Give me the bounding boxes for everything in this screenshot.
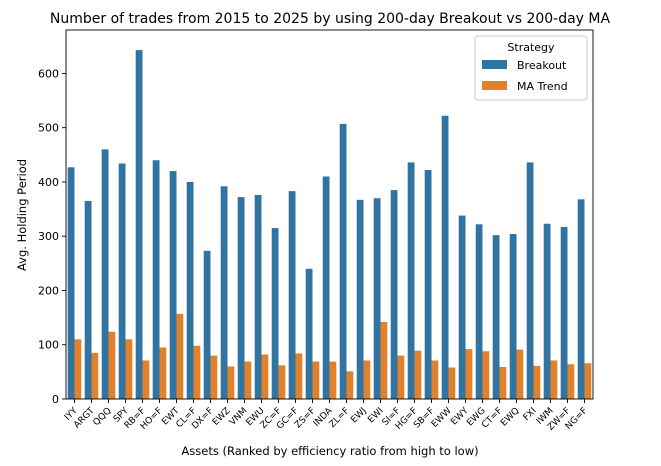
- x-tick-label: EWZ: [211, 406, 233, 428]
- bar-breakout-ewu: [254, 194, 262, 399]
- y-axis: 0 100 200 300 400 500 600: [38, 67, 66, 406]
- bar-breakout-ewy: [458, 215, 466, 399]
- bar-breakout-argt: [84, 200, 92, 399]
- legend-label-breakout: Breakout: [517, 59, 567, 72]
- bar-breakout-ewg: [475, 224, 483, 399]
- bar-ma-trend-si-f: [397, 355, 405, 399]
- bar-ma-trend-spy: [125, 339, 133, 399]
- bar-ma-trend-zw-f: [567, 364, 575, 399]
- bars: [67, 50, 592, 400]
- bar-breakout-ewi: [373, 198, 381, 399]
- y-tick-label: 400: [38, 176, 59, 189]
- bar-breakout-si-f: [390, 190, 398, 399]
- bar-ma-trend-zc-f: [278, 365, 286, 399]
- legend-swatch-ma-trend: [482, 81, 507, 90]
- y-tick-label: 0: [52, 393, 59, 406]
- bar-breakout-gc-f: [288, 191, 296, 399]
- bar-breakout-spy: [118, 163, 126, 399]
- bar-breakout-iyy: [67, 167, 75, 399]
- bar-breakout-ewj: [356, 199, 364, 399]
- bar-breakout-zc-f: [271, 228, 279, 399]
- bar-breakout-vnm: [237, 197, 245, 399]
- x-tick-label: EWW: [430, 406, 454, 430]
- bar-ma-trend-cl-f: [193, 345, 201, 399]
- chart-title: Number of trades from 2015 to 2025 by us…: [50, 11, 611, 27]
- bar-breakout-ewt: [169, 171, 177, 399]
- x-tick-label: EWJ: [349, 406, 368, 425]
- bar-breakout-zs-f: [305, 268, 313, 399]
- x-axis: IYYARGTQQQSPYRB=FHO=FEWTCL=FDX=FEWZVNMEW…: [63, 399, 590, 433]
- y-tick-label: 200: [38, 284, 59, 297]
- bar-ma-trend-zl-f: [346, 371, 354, 399]
- bar-breakout-sb-f: [424, 170, 432, 399]
- bar-ma-trend-ewt: [176, 313, 184, 399]
- bar-ma-trend-gc-f: [295, 353, 303, 399]
- bar-breakout-ho-f: [152, 160, 160, 399]
- x-tick-label: QQQ: [92, 406, 114, 428]
- bar-breakout-ng-f: [577, 199, 585, 399]
- legend-title: Strategy: [507, 41, 555, 54]
- bar-ma-trend-ewz: [227, 366, 235, 399]
- x-axis-label: Assets (Ranked by efficiency ratio from …: [181, 444, 478, 458]
- bar-breakout-inda: [322, 176, 330, 399]
- bar-ma-trend-ct-f: [499, 366, 507, 399]
- bar-breakout-zw-f: [560, 226, 568, 399]
- x-tick-label: ZL=F: [328, 406, 352, 430]
- bar-ma-trend-ewg: [482, 351, 490, 399]
- bar-ma-trend-qqq: [108, 331, 116, 399]
- bar-ma-trend-eww: [448, 367, 456, 399]
- y-tick-label: 300: [38, 230, 59, 243]
- bar-ma-trend-ewq: [516, 349, 524, 399]
- bar-ma-trend-ewi: [380, 321, 388, 399]
- bar-breakout-ewq: [509, 234, 517, 399]
- bar-ma-trend-hg-f: [414, 350, 422, 399]
- bar-ma-trend-ewy: [465, 349, 473, 399]
- legend: Strategy Breakout MA Trend: [474, 35, 588, 101]
- bar-breakout-eww: [441, 115, 449, 400]
- bar-breakout-dx-f: [203, 250, 211, 399]
- bar-breakout-qqq: [101, 149, 109, 399]
- bar-breakout-rb-f: [135, 50, 143, 399]
- bar-ma-trend-argt: [91, 352, 99, 400]
- bar-breakout-ewz: [220, 186, 228, 399]
- x-tick-label: VNM: [228, 406, 250, 428]
- bar-ma-trend-fxi: [533, 365, 541, 399]
- bar-ma-trend-iyy: [74, 339, 82, 399]
- bar-breakout-hg-f: [407, 162, 415, 399]
- bar-breakout-cl-f: [186, 181, 194, 399]
- y-tick-label: 600: [38, 67, 59, 80]
- bar-ma-trend-iwm: [550, 360, 558, 399]
- legend-label-ma-trend: MA Trend: [517, 80, 568, 93]
- bar-ma-trend-ewu: [261, 354, 269, 399]
- bar-ma-trend-inda: [329, 361, 337, 399]
- bar-ma-trend-rb-f: [142, 360, 150, 399]
- bar-ma-trend-sb-f: [431, 360, 439, 399]
- bar-ma-trend-vnm: [244, 361, 252, 399]
- y-tick-label: 500: [38, 122, 59, 135]
- bar-ma-trend-ho-f: [159, 347, 167, 399]
- bar-ma-trend-dx-f: [210, 355, 218, 399]
- bar-ma-trend-zs-f: [312, 361, 320, 399]
- bar-breakout-ct-f: [492, 235, 500, 399]
- y-axis-label: Avg. Holding Period: [15, 159, 29, 271]
- bar-breakout-iwm: [543, 223, 551, 399]
- legend-swatch-breakout: [482, 60, 507, 69]
- bar-breakout-zl-f: [339, 123, 347, 399]
- bar-breakout-fxi: [526, 162, 534, 399]
- bar-ma-trend-ewj: [363, 360, 371, 399]
- x-tick-label: EWQ: [499, 406, 521, 428]
- bar-ma-trend-ng-f: [584, 363, 592, 399]
- y-tick-label: 100: [38, 339, 59, 352]
